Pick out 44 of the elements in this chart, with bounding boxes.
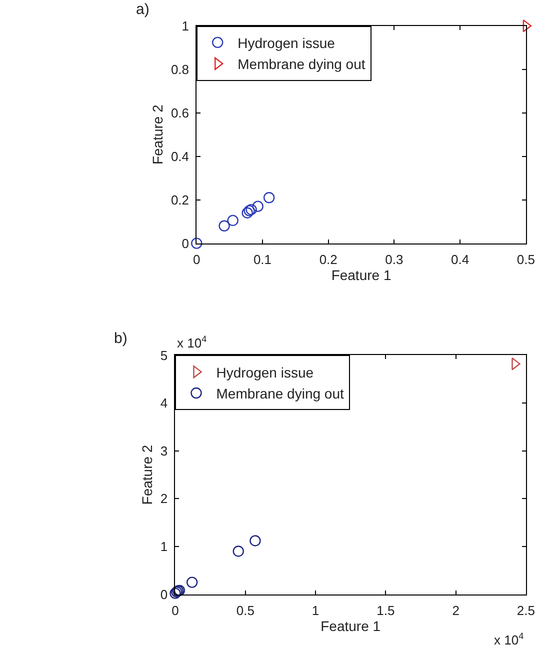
y-tick-label: 0.4 [170, 148, 190, 164]
y-tick-label: 3 [160, 443, 168, 458]
x-axis-title: Feature 1 [331, 267, 392, 284]
point [263, 192, 275, 204]
y-tick-label: 0.2 [170, 192, 190, 208]
y-tick-label: 5 [160, 348, 168, 363]
text: x 10$^{4}$ [494, 631, 524, 648]
x-tick-label: 0.5 [516, 252, 535, 267]
text: x 10$^{4}$ [177, 334, 207, 350]
y-tick-label: 0.6 [170, 105, 190, 120]
y-tick-label: 0 [182, 236, 190, 251]
point [232, 546, 244, 557]
point [186, 576, 198, 588]
x-axis-title: Feature 1 [320, 618, 381, 634]
y-axis-title: Feature 2 [139, 444, 156, 505]
point [218, 220, 230, 232]
x-tick-label: 1.5 [376, 602, 395, 618]
x-tick-label: 2.5 [516, 602, 535, 618]
x-tick-label: 0.5 [236, 602, 254, 618]
x-tick-label: 2 [452, 602, 460, 618]
point [522, 19, 532, 32]
legend-label: Membrane dying out [238, 56, 366, 72]
text: a) [136, 1, 150, 18]
x-tick-label: 0.3 [385, 252, 404, 267]
y-tick-label: 2 [160, 491, 168, 506]
y-tick-label: 4 [160, 396, 168, 411]
x-tick-label: 1 [312, 602, 320, 618]
x-tick-label: 0.4 [451, 252, 470, 267]
legend-label: Hydrogen issue [238, 34, 336, 51]
legend-label: Membrane dying out [216, 385, 344, 402]
y-tick-label: 1 [160, 538, 168, 554]
x-tick-label: 0 [193, 252, 200, 267]
point [227, 214, 238, 226]
point [250, 535, 261, 546]
point [252, 200, 264, 212]
point [191, 238, 202, 249]
legend-label: Hydrogen issue [216, 364, 314, 380]
x-tick-label: 0.2 [319, 252, 338, 267]
y-axis-title: Feature 2 [150, 104, 166, 165]
text: b) [114, 330, 128, 347]
y-tick-label: 0.8 [170, 62, 190, 77]
y-tick-label: 0 [160, 586, 168, 602]
y-tick-label: 1 [182, 18, 190, 34]
x-tick-label: 0.1 [253, 252, 272, 267]
